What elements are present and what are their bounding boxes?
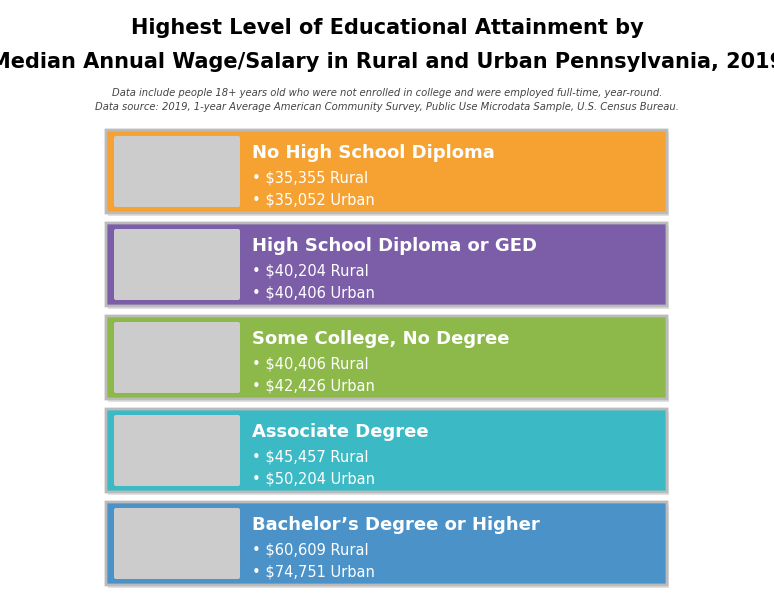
Text: • $50,204 Urban: • $50,204 Urban [252,471,375,486]
Text: Associate Degree: Associate Degree [252,423,429,441]
Text: • $35,052 Urban: • $35,052 Urban [252,192,375,207]
Text: Highest Level of Educational Attainment by: Highest Level of Educational Attainment … [131,18,643,38]
Text: • $74,751 Urban: • $74,751 Urban [252,564,375,579]
FancyBboxPatch shape [108,505,669,588]
Text: Data include people 18+ years old who were not enrolled in college and were empl: Data include people 18+ years old who we… [111,88,663,98]
Text: • $40,406 Urban: • $40,406 Urban [252,285,375,300]
FancyBboxPatch shape [114,508,240,579]
Text: • $45,457 Rural: • $45,457 Rural [252,450,368,465]
FancyBboxPatch shape [114,136,240,207]
FancyBboxPatch shape [108,412,669,495]
Text: • $60,609 Rural: • $60,609 Rural [252,543,368,558]
FancyBboxPatch shape [106,502,667,585]
FancyBboxPatch shape [106,316,667,399]
FancyBboxPatch shape [106,130,667,213]
Text: High School Diploma or GED: High School Diploma or GED [252,237,537,255]
Text: Data source: 2019, 1-year Average American Community Survey, Public Use Microdat: Data source: 2019, 1-year Average Americ… [95,102,679,112]
FancyBboxPatch shape [114,415,240,486]
FancyBboxPatch shape [106,409,667,492]
FancyBboxPatch shape [108,133,669,216]
FancyBboxPatch shape [114,322,240,393]
FancyBboxPatch shape [114,229,240,300]
Text: • $40,204 Rural: • $40,204 Rural [252,264,368,279]
Text: • $35,355 Rural: • $35,355 Rural [252,171,368,186]
FancyBboxPatch shape [106,223,667,306]
FancyBboxPatch shape [108,226,669,309]
Text: Median Annual Wage/Salary in Rural and Urban Pennsylvania, 2019: Median Annual Wage/Salary in Rural and U… [0,52,774,72]
FancyBboxPatch shape [108,319,669,402]
Text: • $42,426 Urban: • $42,426 Urban [252,378,375,393]
Text: Bachelor’s Degree or Higher: Bachelor’s Degree or Higher [252,516,539,534]
Text: • $40,406 Rural: • $40,406 Rural [252,356,368,371]
Text: No High School Diploma: No High School Diploma [252,144,495,162]
Text: Some College, No Degree: Some College, No Degree [252,330,509,348]
